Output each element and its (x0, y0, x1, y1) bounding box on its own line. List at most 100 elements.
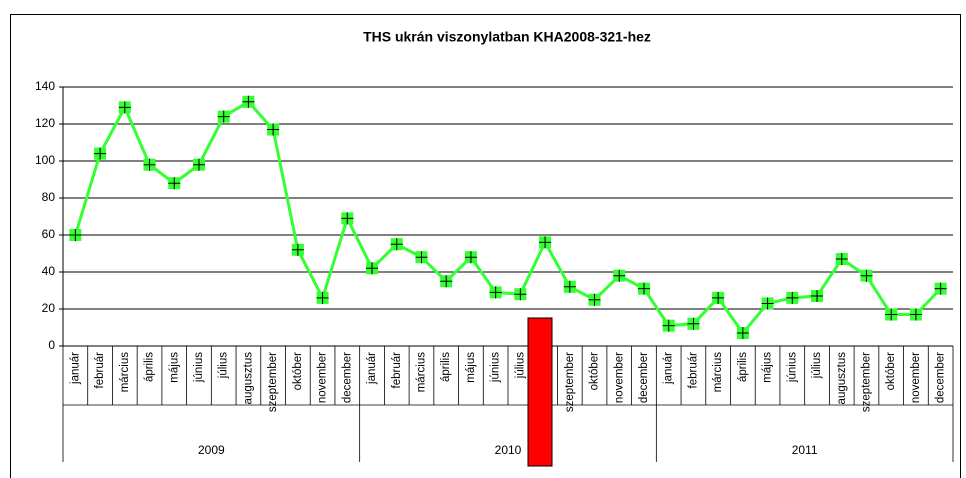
data-point (366, 262, 379, 275)
data-point (786, 291, 799, 304)
data-point (909, 308, 922, 321)
marker-cross (143, 158, 156, 171)
data-point (217, 110, 230, 123)
x-tick-label: február (687, 352, 699, 389)
x-tick-label: január (69, 352, 81, 385)
data-point (341, 212, 354, 225)
marker-cross (712, 291, 725, 304)
marker-cross (415, 251, 428, 264)
data-point (662, 319, 675, 332)
marker-cross (168, 177, 181, 190)
x-tick-label: április (440, 352, 452, 382)
marker-cross (588, 293, 601, 306)
x-tick-label: október (885, 352, 897, 391)
y-tick-label: 40 (42, 264, 56, 278)
x-tick-label: december (341, 352, 353, 403)
group-label: 2009 (198, 443, 225, 457)
marker-cross (662, 319, 675, 332)
x-tick-label: szeptember (564, 352, 576, 412)
chart-border (10, 14, 961, 478)
x-tick-label: május (762, 352, 774, 383)
group-label: 2010 (495, 443, 522, 457)
data-point (736, 327, 749, 340)
x-tick-label: május (168, 352, 180, 383)
data-point (637, 282, 650, 295)
x-tick-label: szeptember (861, 352, 873, 412)
data-point (934, 282, 947, 295)
x-tick-label: november (317, 352, 329, 403)
y-tick-label: 20 (42, 301, 56, 315)
marker-cross (217, 110, 230, 123)
marker-cross (835, 253, 848, 266)
data-point (588, 293, 601, 306)
data-point (613, 269, 626, 282)
marker-cross (860, 269, 873, 282)
data-point (712, 291, 725, 304)
data-point (563, 280, 576, 293)
marker-cross (613, 269, 626, 282)
x-tick-label: március (416, 352, 428, 393)
marker-cross (637, 282, 650, 295)
x-tick-label: augusztus (242, 352, 254, 405)
data-point (835, 253, 848, 266)
x-tick-label: augusztus (836, 352, 848, 405)
marker-cross (440, 275, 453, 288)
data-point (539, 236, 552, 249)
marker-cross (69, 229, 82, 241)
marker-cross (909, 308, 922, 321)
data-point (415, 251, 428, 264)
marker-cross (934, 282, 947, 295)
redaction-box (527, 317, 553, 467)
marker-cross (192, 158, 205, 171)
x-tick-label: február (391, 352, 403, 389)
x-tick-label: március (119, 352, 131, 393)
x-tick-label: január (366, 352, 378, 385)
y-tick-label: 60 (42, 227, 56, 241)
x-tick-label: december (638, 352, 650, 403)
data-point (118, 101, 131, 114)
marker-cross (464, 251, 477, 264)
x-tick-label: szeptember (267, 352, 279, 412)
x-tick-label: december (935, 352, 947, 403)
marker-cross (885, 308, 898, 321)
x-tick-label: november (613, 352, 625, 403)
data-point (94, 147, 107, 160)
x-tick-label: november (910, 352, 922, 403)
group-label: 2011 (792, 443, 818, 457)
x-tick-label: május (465, 352, 477, 383)
y-tick-label: 120 (35, 116, 55, 130)
data-point (860, 269, 873, 282)
data-point (316, 291, 329, 304)
marker-cross (291, 243, 304, 256)
marker-cross (736, 327, 749, 340)
y-tick-label: 140 (35, 79, 55, 93)
x-tick-label: július (218, 352, 230, 379)
y-tick-label: 100 (35, 153, 55, 167)
x-tick-label: január (663, 352, 675, 385)
data-point (761, 297, 774, 310)
marker-cross (761, 297, 774, 310)
marker-cross (563, 280, 576, 293)
marker-cross (786, 291, 799, 304)
data-point (242, 95, 255, 108)
x-tick-label: július (811, 352, 823, 379)
data-point (390, 238, 403, 251)
marker-cross (514, 288, 527, 301)
chart-title: THS ukrán viszonylatban KHA2008-321-hez (363, 29, 651, 45)
x-tick-label: október (292, 352, 304, 391)
data-point (885, 308, 898, 321)
marker-cross (316, 291, 329, 304)
data-point (514, 288, 527, 301)
marker-cross (811, 290, 824, 303)
data-point (143, 158, 156, 171)
marker-cross (489, 286, 502, 299)
data-point (192, 158, 205, 171)
data-point (464, 251, 477, 264)
x-tick-label: március (712, 352, 724, 393)
x-tick-label: június (786, 352, 798, 383)
marker-cross (390, 238, 403, 251)
data-point (440, 275, 453, 288)
x-tick-label: június (193, 352, 205, 383)
marker-cross (94, 147, 107, 160)
data-point (687, 317, 700, 330)
